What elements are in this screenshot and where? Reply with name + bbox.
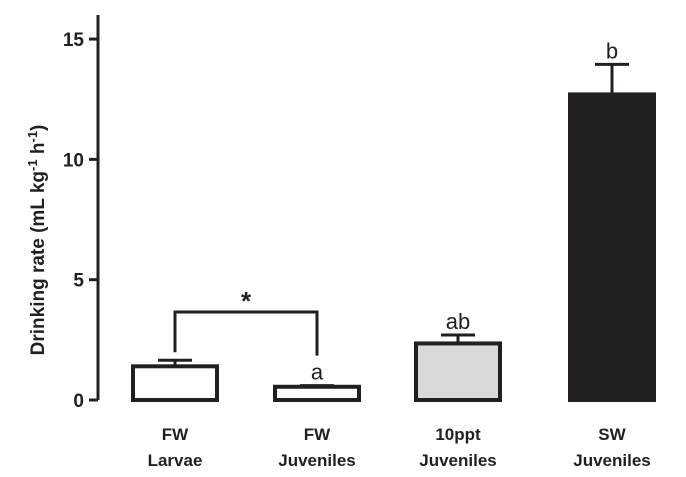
y-axis-title-sup2: -1 (25, 131, 40, 143)
y-axis-title-mid: h (28, 143, 49, 160)
bar-1 (273, 384, 361, 402)
bar-3 (568, 92, 656, 402)
y-axis-title-main: Drinking rate (mL kg (28, 171, 49, 355)
bar-letter-label-3: b (606, 38, 618, 63)
significance-bracket (173, 310, 319, 356)
y-tick-label-0: 0 (73, 391, 84, 412)
labels-layer: 0 5 10 15 FW Larvae a FW Juveniles ab 10ppt Juvenil… (63, 30, 651, 470)
bar-0 (131, 364, 219, 402)
bars-layer (131, 62, 656, 402)
bar-letter-label-1: a (311, 360, 324, 385)
x-tick-label-line1-0: FW (162, 425, 189, 444)
y-tick-label-15: 15 (63, 30, 85, 51)
x-tick-label-line2-3: Juveniles (573, 451, 651, 470)
x-tick-label-line1-1: FW (304, 425, 331, 444)
significance-star: * (241, 286, 252, 316)
x-tick-label-line2-2: Juveniles (419, 451, 497, 470)
y-axis-title-sup1: -1 (25, 159, 40, 171)
bar-2 (414, 341, 502, 402)
y-tick-label-10: 10 (63, 150, 84, 171)
x-tick-label-line2-0: Larvae (148, 451, 203, 470)
x-tick-label-line1-2: 10ppt (435, 425, 481, 444)
y-tick-label-5: 5 (73, 271, 84, 292)
x-tick-label-line1-3: SW (598, 425, 626, 444)
y-axis-title-end: ) (28, 125, 49, 131)
y-axis-title: Drinking rate (mL kg-1 h-1) (25, 125, 50, 356)
x-tick-label-line2-1: Juveniles (278, 451, 356, 470)
bar-letter-label-2: ab (446, 309, 470, 334)
axes-layer (89, 15, 100, 402)
